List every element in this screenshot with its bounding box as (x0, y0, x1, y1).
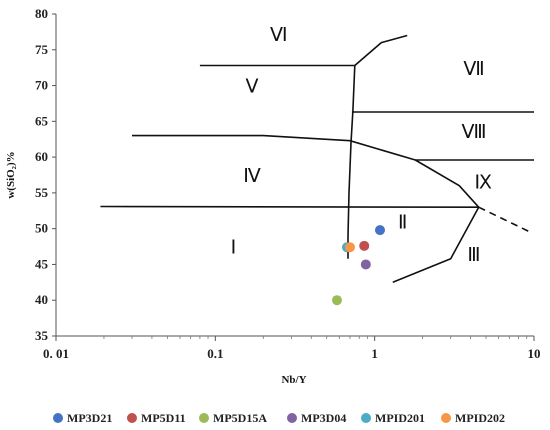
y-axis-title: w(SiO₂)% (5, 151, 17, 198)
y-tick-label: 70 (35, 78, 48, 93)
legend-marker (53, 413, 63, 423)
legend-label: MPID202 (455, 411, 505, 425)
y-tick-label: 50 (35, 221, 48, 236)
field-boundary-line (354, 34, 408, 67)
legend-label: MPID201 (375, 411, 425, 425)
legend-label: MP5D11 (141, 411, 186, 425)
x-tick-label: 1 (371, 346, 378, 361)
region-label: Ⅷ (461, 122, 486, 143)
y-tick-label: 45 (35, 256, 49, 271)
region-label: Ⅲ (467, 245, 480, 266)
y-tick-label: 35 (35, 328, 49, 343)
axes: 35 40 45 50 55 60 65 70 75 80 0. 01 0.1 1 10 (35, 6, 541, 361)
field-boundary-line (132, 134, 480, 208)
region-label: Ⅳ (243, 166, 261, 187)
x-tick-label: 0. 01 (43, 346, 69, 361)
region-label: Ⅶ (463, 59, 484, 80)
field-boundary-line (347, 65, 356, 259)
region-label: Ⅱ (398, 213, 407, 234)
x-tick-label: 0.1 (207, 346, 223, 361)
field-boundary-line (392, 206, 480, 284)
legend-marker (441, 413, 451, 423)
x-tick-label: 10 (528, 346, 541, 361)
x-axis-title: Nb/Y (281, 374, 306, 386)
region-label: Ⅸ (474, 173, 491, 194)
data-point-mp3d04 (360, 259, 371, 270)
y-tick-label: 75 (35, 42, 49, 57)
region-label: Ⅵ (270, 25, 288, 46)
legend-marker (287, 413, 297, 423)
data-point-mp5d11 (359, 240, 370, 251)
field-boundary-line (478, 206, 531, 233)
region-label: Ⅴ (246, 77, 259, 98)
legend-marker (127, 413, 137, 423)
legend-marker (361, 413, 371, 423)
legend-label: MP3D21 (67, 411, 112, 425)
legend: MP3D21 MP5D11 MP5D15A MP3D04 MPID201 MPID202 (53, 411, 505, 425)
data-point-mpid202 (344, 242, 355, 253)
legend-label: MP3D04 (301, 411, 346, 425)
boundary-lines (100, 34, 534, 284)
region-labels: Ⅰ Ⅱ Ⅲ Ⅳ Ⅴ Ⅵ Ⅶ Ⅷ Ⅸ (231, 25, 492, 266)
y-tick-label: 80 (35, 6, 48, 21)
y-tick-label: 55 (35, 185, 49, 200)
y-tick-label: 40 (35, 292, 48, 307)
y-tick-label: 65 (35, 113, 49, 128)
y-tick-label: 60 (35, 149, 48, 164)
legend-label: MP5D15A (213, 411, 267, 425)
region-label: Ⅰ (231, 238, 237, 259)
legend-marker (199, 413, 209, 423)
data-point-mp5d15a (331, 295, 342, 306)
data-points (331, 225, 385, 306)
data-point-mp3d21 (374, 225, 385, 236)
field-boundary-line (100, 205, 479, 208)
